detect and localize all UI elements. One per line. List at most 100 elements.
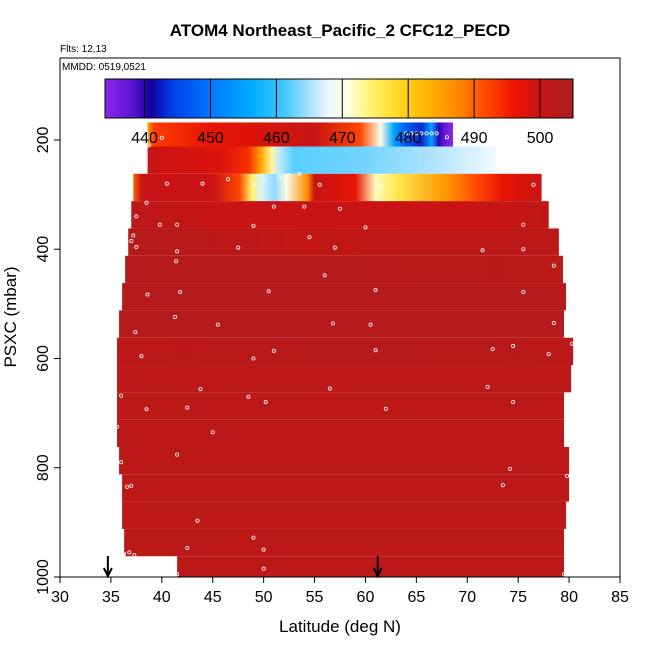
heatmap-row bbox=[124, 528, 565, 557]
sample-point bbox=[271, 348, 276, 353]
sample-point bbox=[373, 288, 378, 293]
sample-point bbox=[546, 352, 551, 357]
sample-point bbox=[178, 289, 183, 294]
sample-point bbox=[133, 330, 138, 335]
x-tick-label: 50 bbox=[255, 589, 273, 606]
x-axis-label: Latitude (deg N) bbox=[279, 617, 401, 636]
sample-point bbox=[551, 320, 556, 325]
sample-point bbox=[122, 552, 127, 557]
heatmap-row bbox=[122, 474, 570, 502]
sample-point bbox=[145, 292, 150, 297]
sample-point bbox=[276, 175, 281, 180]
heatmap-row bbox=[117, 337, 574, 366]
sample-point bbox=[236, 245, 241, 250]
sample-point bbox=[144, 200, 149, 205]
sample-point bbox=[337, 206, 342, 211]
sample-point bbox=[121, 553, 126, 558]
heatmap-row bbox=[131, 201, 549, 229]
sample-point bbox=[185, 546, 190, 551]
sample-point bbox=[271, 204, 276, 209]
sample-point bbox=[119, 460, 124, 465]
sample-point bbox=[246, 394, 251, 399]
sample-point bbox=[261, 178, 266, 183]
sample-point bbox=[132, 553, 137, 558]
sample-point bbox=[383, 406, 388, 411]
sample-point bbox=[266, 289, 271, 294]
x-tick-label: 55 bbox=[306, 589, 324, 606]
y-tick-label: 600 bbox=[35, 345, 52, 372]
sample-point bbox=[297, 171, 302, 176]
x-tick-label: 45 bbox=[204, 589, 222, 606]
sample-point bbox=[429, 131, 434, 136]
sample-point bbox=[521, 289, 526, 294]
sample-point bbox=[215, 322, 220, 327]
sample-point bbox=[127, 550, 132, 555]
chart-title: ATOM4 Northeast_Pacific_2 CFC12_PECD bbox=[170, 21, 510, 40]
sample-point bbox=[330, 321, 335, 326]
x-tick-label: 65 bbox=[407, 589, 425, 606]
heatmap-row bbox=[119, 446, 570, 475]
sample-point bbox=[511, 400, 516, 405]
sample-point bbox=[174, 259, 179, 264]
heatmap-row bbox=[117, 419, 564, 447]
sample-point bbox=[511, 343, 516, 348]
sample-point bbox=[565, 473, 570, 478]
colorbar-tick-label: 470 bbox=[329, 130, 356, 147]
flight-arrow bbox=[102, 556, 113, 579]
sample-point bbox=[363, 225, 368, 230]
sample-point bbox=[225, 177, 230, 182]
sample-point bbox=[261, 547, 266, 552]
colorbar-tick-label: 500 bbox=[527, 130, 554, 147]
colorbar: 440 450 460 470 480 490 500 bbox=[104, 78, 574, 147]
y-tick-label: 200 bbox=[35, 127, 52, 154]
sample-point bbox=[129, 483, 134, 488]
sample-point bbox=[307, 235, 312, 240]
sample-point bbox=[131, 233, 136, 238]
sample-point bbox=[287, 173, 292, 178]
sample-point bbox=[434, 131, 439, 136]
flights-label: Flts: 12,13 bbox=[60, 44, 107, 55]
sample-point bbox=[373, 348, 378, 353]
sample-point bbox=[531, 182, 536, 187]
heatmap-row bbox=[117, 365, 572, 393]
sample-point bbox=[125, 484, 130, 489]
x-tick-label: 80 bbox=[560, 589, 578, 606]
sample-point bbox=[508, 466, 513, 471]
sample-point bbox=[317, 182, 322, 187]
sample-point bbox=[444, 135, 449, 140]
sample-point bbox=[485, 384, 490, 389]
sample-point bbox=[251, 223, 256, 228]
dates-label: MMDD: 0519,0521 bbox=[62, 62, 146, 73]
colorbar-tick-label: 460 bbox=[263, 130, 290, 147]
sample-point bbox=[251, 535, 256, 540]
sample-point bbox=[173, 314, 178, 319]
sample-point bbox=[521, 247, 526, 252]
y-tick-label: 1000 bbox=[35, 559, 52, 595]
sample-point bbox=[322, 273, 327, 278]
sample-point bbox=[157, 222, 162, 227]
sample-point bbox=[261, 566, 266, 571]
sample-point bbox=[146, 143, 151, 148]
heatmap-row bbox=[177, 556, 564, 577]
colorbar-tick-label: 440 bbox=[131, 130, 158, 147]
heatmap-row bbox=[133, 173, 542, 202]
sample-point bbox=[145, 135, 150, 140]
heatmap-row bbox=[117, 392, 564, 420]
x-tick-label: 75 bbox=[509, 589, 527, 606]
x-tick-label: 40 bbox=[153, 589, 171, 606]
plot-area bbox=[59, 57, 621, 579]
sample-point bbox=[302, 204, 307, 209]
plot-frame bbox=[59, 57, 621, 578]
flight-arrow bbox=[372, 556, 383, 579]
heatmap-row bbox=[128, 228, 559, 256]
x-tick-label: 35 bbox=[102, 589, 120, 606]
sample-point bbox=[570, 341, 575, 346]
y-tick-label: 800 bbox=[35, 454, 52, 481]
sample-point bbox=[490, 347, 495, 352]
sample-point bbox=[139, 354, 144, 359]
x-tick-label: 70 bbox=[458, 589, 476, 606]
sample-point bbox=[424, 131, 429, 136]
sample-point bbox=[200, 181, 205, 186]
sample-point bbox=[175, 222, 180, 227]
sample-point bbox=[175, 452, 180, 457]
